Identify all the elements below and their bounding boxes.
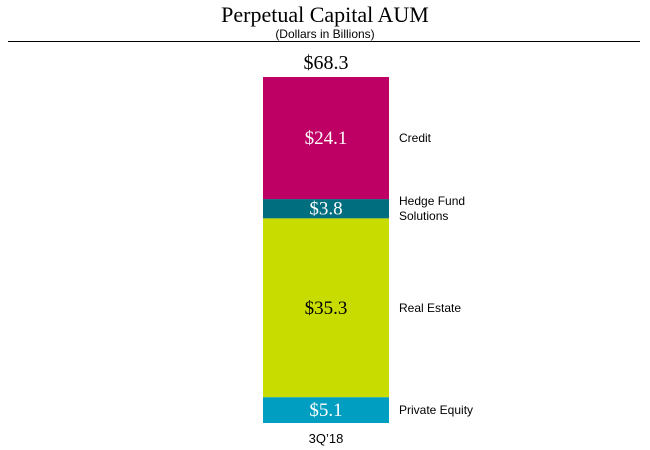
bar-segment-hedge-fund-solutions bbox=[263, 199, 389, 219]
data-label-private-equity: $5.1 bbox=[309, 400, 342, 421]
data-label-credit: $24.1 bbox=[305, 128, 348, 149]
x-tick-label: 3Q’18 bbox=[309, 431, 344, 446]
bar-segment-real-estate bbox=[263, 218, 389, 398]
series-label-private-equity: Private Equity bbox=[399, 403, 473, 417]
series-label-credit: Credit bbox=[399, 131, 432, 145]
title-divider bbox=[8, 41, 640, 42]
bar-segment-private-equity bbox=[263, 397, 389, 423]
series-label-hedge-fund-solutions: Hedge Fund Solutions bbox=[399, 194, 465, 223]
bar-segment-credit bbox=[263, 77, 389, 200]
chart-subtitle: (Dollars in Billions) bbox=[275, 27, 375, 41]
series-label-real-estate: Real Estate bbox=[399, 301, 461, 315]
data-label-hedge-fund-solutions: $3.8 bbox=[309, 199, 342, 220]
total-label: $68.3 bbox=[304, 52, 349, 74]
data-label-real-estate: $35.3 bbox=[305, 298, 348, 319]
chart-title: Perpetual Capital AUM bbox=[221, 2, 429, 27]
